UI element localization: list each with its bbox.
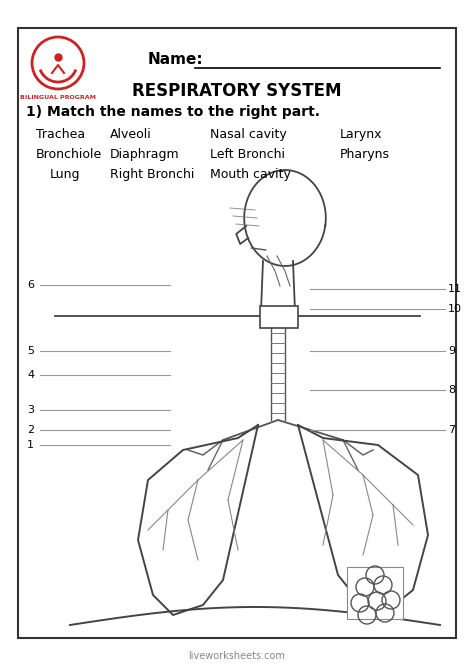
Text: 1: 1	[27, 440, 34, 450]
Text: 10: 10	[448, 304, 462, 314]
Text: BILINGUAL PROGRAM: BILINGUAL PROGRAM	[20, 95, 96, 100]
Text: Left Bronchi: Left Bronchi	[210, 148, 285, 161]
Text: liveworksheets.com: liveworksheets.com	[189, 651, 285, 661]
Text: 2: 2	[27, 425, 34, 435]
Text: 6: 6	[27, 280, 34, 290]
Text: Lung: Lung	[50, 168, 81, 181]
Text: Alveoli: Alveoli	[110, 128, 152, 141]
Text: Bronchiole: Bronchiole	[36, 148, 102, 161]
Text: 7: 7	[448, 425, 455, 435]
Text: Diaphragm: Diaphragm	[110, 148, 180, 161]
Text: 1) Match the names to the right part.: 1) Match the names to the right part.	[26, 105, 320, 119]
Text: Mouth cavity: Mouth cavity	[210, 168, 291, 181]
Text: Trachea: Trachea	[36, 128, 85, 141]
Text: Right Bronchi: Right Bronchi	[110, 168, 194, 181]
Text: Larynx: Larynx	[340, 128, 383, 141]
Polygon shape	[138, 425, 258, 615]
Text: Name:: Name:	[148, 52, 204, 67]
Text: Pharyns: Pharyns	[340, 148, 390, 161]
Text: RESPIRATORY SYSTEM: RESPIRATORY SYSTEM	[132, 82, 342, 100]
Bar	[260, 306, 298, 328]
Text: 9: 9	[448, 346, 455, 356]
Text: 11: 11	[448, 284, 462, 294]
Text: 4: 4	[27, 370, 34, 380]
Bar	[347, 567, 403, 619]
Text: Nasal cavity: Nasal cavity	[210, 128, 287, 141]
Text: 8: 8	[448, 385, 455, 395]
Text: 3: 3	[27, 405, 34, 415]
Polygon shape	[298, 425, 428, 610]
Text: 5: 5	[27, 346, 34, 356]
